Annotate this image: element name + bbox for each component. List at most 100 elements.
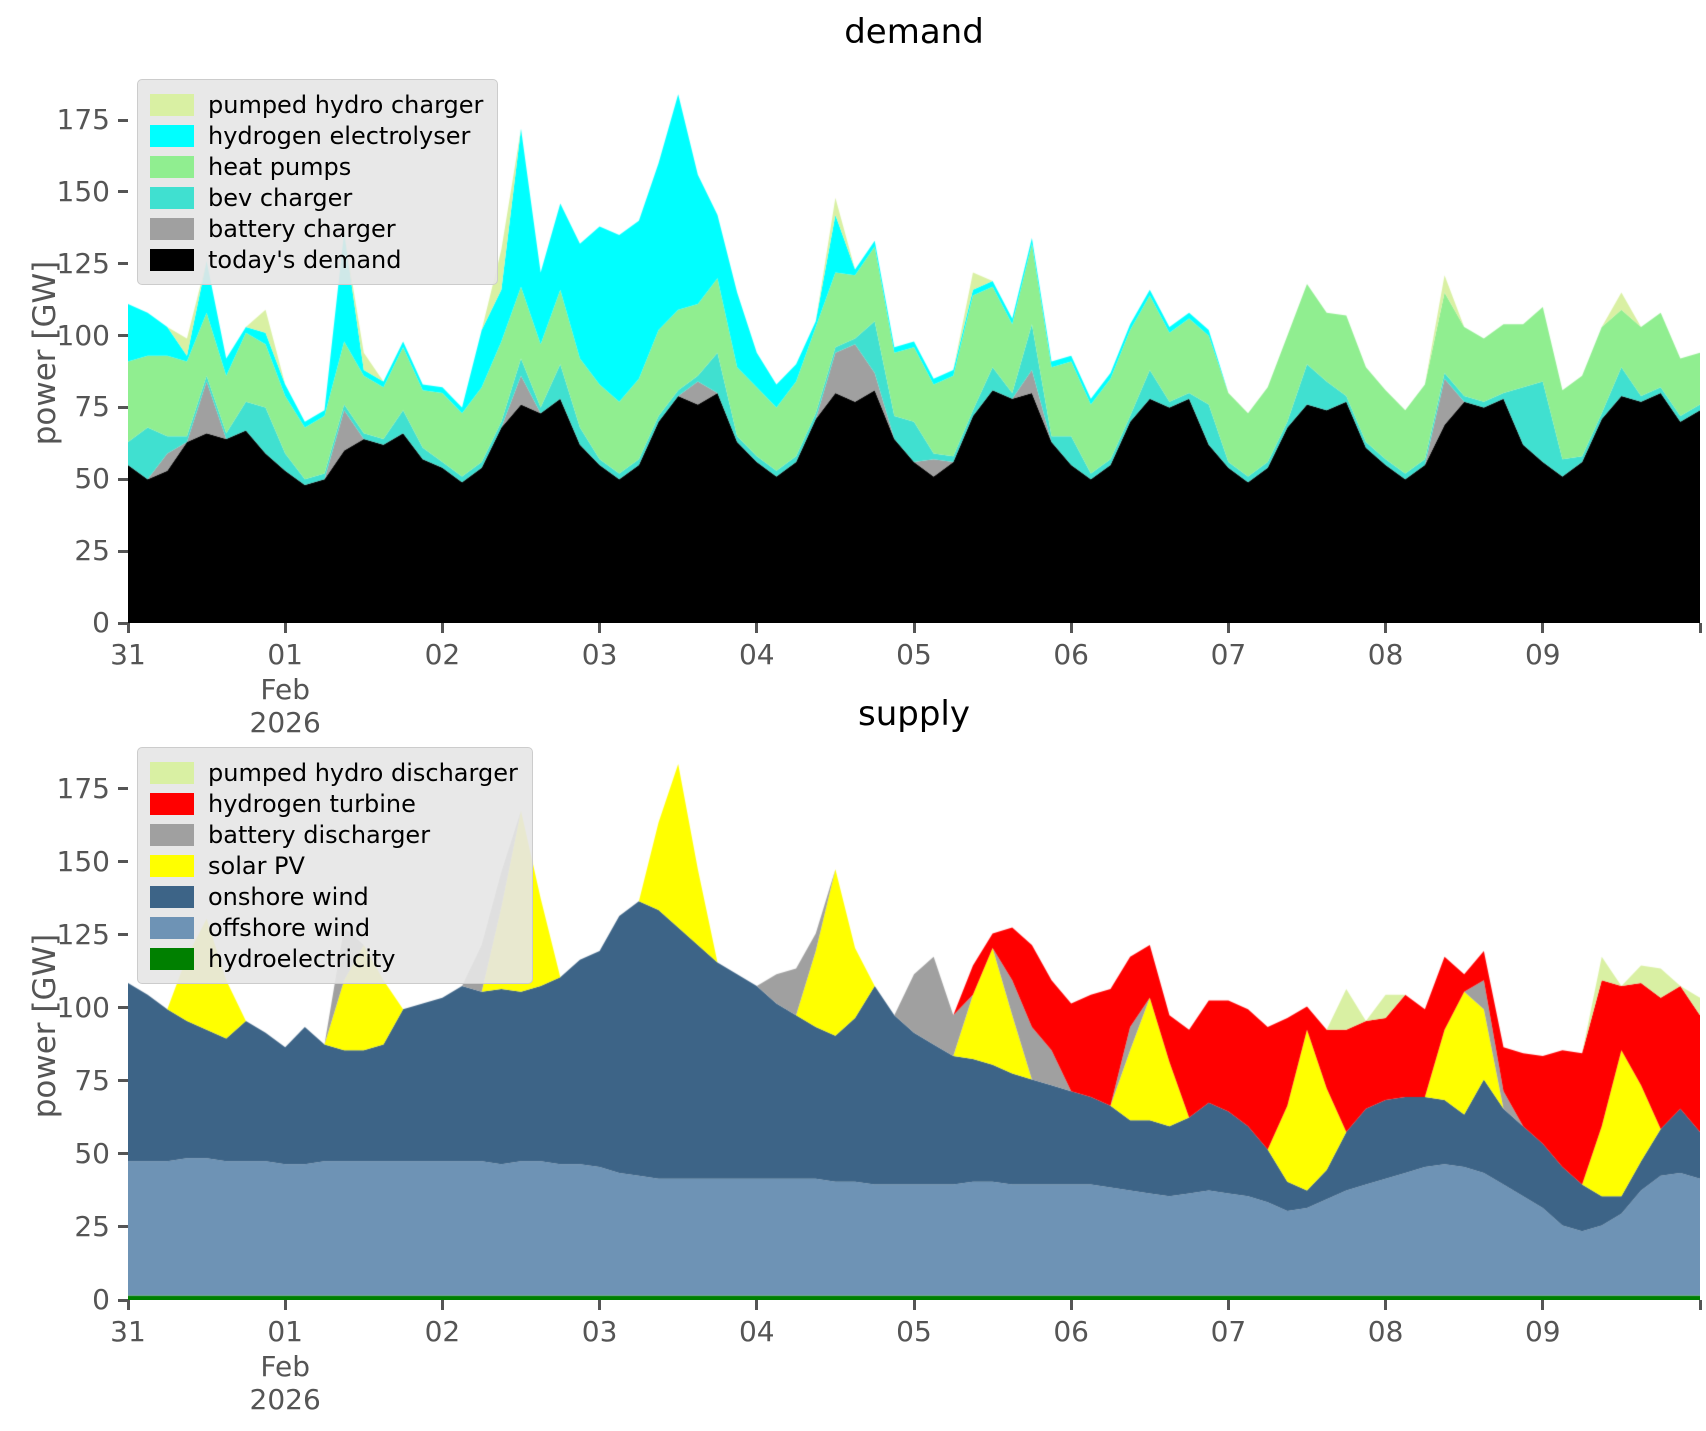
legend-label: battery discharger [208,820,431,849]
x-tick-label: 07 [1210,1315,1247,1348]
x-tick-label: 06 [1053,1315,1089,1348]
x-tick-mark [283,623,287,633]
x-tick-mark [283,1300,287,1310]
x-tick-mark [440,1300,444,1310]
legend-swatch-icon [150,885,194,908]
y-tick-mark [118,405,128,409]
y-tick-mark [118,787,128,791]
y-tick-label: 50 [74,1136,110,1170]
x-tick-mark [1384,1300,1388,1310]
x-axis-month-label: Feb [260,1350,310,1383]
y-tick-label: 125 [56,917,110,951]
x-tick-label: 03 [581,638,618,671]
x-tick-mark [912,1300,916,1310]
x-tick-mark [440,623,444,633]
y-tick-mark [118,549,128,553]
x-tick-mark [1384,623,1388,633]
y-tick-mark [118,477,128,481]
legend-item: hydrogen electrolyser [150,120,483,151]
x-axis-year-label: 2026 [249,706,321,739]
y-tick-label: 150 [56,844,110,878]
legend-swatch-icon [150,947,194,970]
y-tick-mark [118,262,128,266]
x-tick-label: 08 [1367,1315,1404,1348]
legend-label: offshore wind [208,913,371,942]
demand-chart-title: demand [844,12,984,52]
y-tick-label: 125 [56,246,110,280]
x-tick-label: 04 [738,638,775,671]
demand-legend: pumped hydro charger hydrogen electrolyse… [137,79,499,285]
legend-label: onshore wind [208,882,369,911]
legend-item: onshore wind [150,881,518,912]
y-tick-mark [118,1298,128,1302]
x-axis-month-label: Feb [260,673,310,706]
legend-item: pumped hydro discharger [150,757,518,788]
x-tick-label: 05 [896,1315,932,1348]
legend-swatch-icon [150,155,194,178]
x-tick-mark [1698,623,1702,633]
y-tick-mark [118,933,128,937]
x-tick-label: 01 [267,1315,303,1348]
legend-swatch-icon [150,916,194,939]
x-tick-label: 09 [1524,638,1561,671]
legend-item: hydroelectricity [150,943,518,974]
y-tick-label: 175 [56,103,110,137]
legend-label: pumped hydro discharger [208,758,518,787]
x-tick-label: 02 [424,1315,461,1348]
x-tick-mark [126,1300,130,1310]
legend-item: offshore wind [150,912,518,943]
y-tick-label: 100 [56,990,110,1024]
y-tick-label: 150 [56,174,110,208]
x-tick-label: 09 [1524,1315,1561,1348]
supply-chart-title: supply [858,694,970,734]
y-tick-label: 25 [74,534,110,568]
legend-swatch-icon [150,854,194,877]
x-tick-mark [1069,1300,1073,1310]
legend-label: today's demand [208,245,402,274]
legend-label: heat pumps [208,152,352,181]
x-tick-label: 08 [1367,638,1404,671]
y-tick-mark [118,118,128,122]
legend-item: solar PV [150,850,518,881]
x-tick-mark [755,1300,759,1310]
x-tick-label: 31 [110,1315,146,1348]
x-tick-label: 05 [896,638,932,671]
x-axis-year-label: 2026 [249,1383,321,1416]
legend-swatch-icon [150,248,194,271]
legend-item: heat pumps [150,151,483,182]
legend-label: hydrogen turbine [208,789,416,818]
y-tick-label: 75 [74,390,110,424]
x-tick-mark [598,623,602,633]
x-tick-mark [126,623,130,633]
y-tick-mark [118,1225,128,1229]
y-tick-label: 50 [74,462,110,496]
x-tick-mark [1069,623,1073,633]
x-tick-label: 01 [267,638,303,671]
legend-swatch-icon [150,823,194,846]
x-tick-mark [1226,623,1230,633]
x-tick-label: 07 [1210,638,1247,671]
legend-label: hydrogen electrolyser [208,121,471,150]
legend-label: hydroelectricity [208,944,396,973]
y-tick-mark [118,1152,128,1156]
y-tick-label: 0 [92,606,110,639]
x-tick-label: 02 [424,638,461,671]
legend-swatch-icon [150,186,194,209]
y-tick-mark [118,190,128,194]
y-tick-mark [118,1079,128,1083]
x-tick-mark [912,623,916,633]
legend-item: battery discharger [150,819,518,850]
y-tick-label: 100 [56,318,110,352]
x-tick-mark [1541,1300,1545,1310]
y-tick-mark [118,1006,128,1010]
y-tick-label: 25 [74,1209,110,1243]
legend-item: pumped hydro charger [150,89,483,120]
legend-swatch-icon [150,792,194,815]
x-tick-label: 31 [110,638,146,671]
y-tick-label: 75 [74,1063,110,1097]
y-tick-label: 175 [56,771,110,805]
x-tick-mark [755,623,759,633]
y-tick-mark [118,334,128,338]
x-tick-mark [1226,1300,1230,1310]
